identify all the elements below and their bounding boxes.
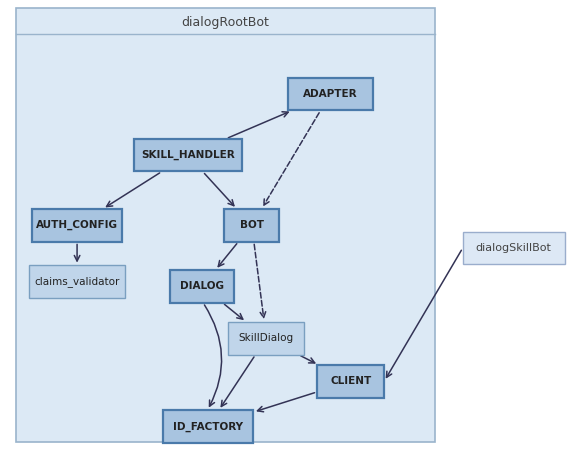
Text: dialogRootBot: dialogRootBot (181, 16, 270, 29)
FancyBboxPatch shape (288, 78, 373, 111)
Text: AUTH_CONFIG: AUTH_CONFIG (36, 220, 118, 230)
Text: BOT: BOT (240, 220, 264, 230)
Text: dialogSkillBot: dialogSkillBot (476, 243, 552, 253)
Text: SkillDialog: SkillDialog (239, 334, 294, 343)
FancyBboxPatch shape (224, 209, 280, 242)
Text: ID_FACTORY: ID_FACTORY (173, 421, 243, 432)
FancyBboxPatch shape (170, 270, 234, 303)
FancyBboxPatch shape (229, 322, 304, 354)
FancyBboxPatch shape (317, 365, 384, 398)
FancyBboxPatch shape (463, 232, 565, 264)
Text: SKILL_HANDLER: SKILL_HANDLER (141, 150, 235, 160)
Text: claims_validator: claims_validator (35, 276, 120, 287)
FancyBboxPatch shape (163, 410, 253, 443)
FancyBboxPatch shape (134, 139, 242, 172)
FancyBboxPatch shape (16, 8, 435, 442)
FancyBboxPatch shape (29, 265, 125, 298)
Text: ADAPTER: ADAPTER (303, 89, 357, 99)
Text: CLIENT: CLIENT (330, 376, 371, 386)
Text: DIALOG: DIALOG (180, 281, 224, 291)
FancyBboxPatch shape (32, 209, 122, 242)
